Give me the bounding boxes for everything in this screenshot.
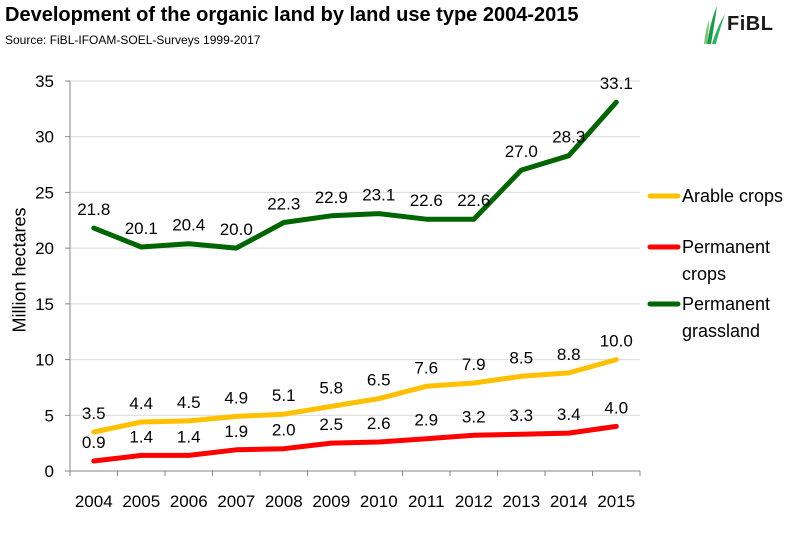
x-tick-label: 2014 [550,492,588,511]
data-label: 22.9 [315,188,348,207]
data-label: 5.8 [319,378,343,397]
series-line [91,99,619,251]
data-label: 23.1 [362,186,395,205]
series-line [91,357,619,435]
y-tick-label: 25 [35,183,54,202]
x-tick-label: 2008 [265,492,303,511]
data-label: 1.4 [129,427,153,446]
data-label: 21.8 [77,200,110,219]
x-tick-label: 2012 [455,492,493,511]
data-label: 2.6 [367,414,391,433]
y-tick-label: 0 [45,462,54,481]
data-label: 3.2 [462,407,486,426]
data-label: 1.4 [177,427,201,446]
legend-label: Permanent grassland [682,294,770,341]
axes: 0 5 10 15 20 25 30 35 2004 2005 2006 2007 2008 2009 20… [35,72,641,511]
data-label: 20.0 [220,220,253,239]
x-tick-label: 2004 [75,492,113,511]
x-tick-label: 2009 [312,492,350,511]
data-label: 33.1 [600,74,633,93]
data-label: 28.3 [552,128,585,147]
data-label: 4.0 [604,398,628,417]
data-label: 3.5 [82,404,106,423]
legend-label: Permanent crops [682,237,770,284]
data-labels: 3.5 4.4 4.5 4.9 5.1 5.8 6.5 7.6 7.9 8.5 8.8 10.0 0.9… [77,74,633,452]
x-tick-label: 2010 [360,492,398,511]
x-tick-label: 2006 [170,492,208,511]
x-tick-label: 2015 [597,492,635,511]
data-label: 22.6 [410,191,443,210]
gridlines [70,80,640,416]
y-tick-label: 30 [35,128,54,147]
data-label: 4.5 [177,393,201,412]
x-tick-label: 2005 [122,492,160,511]
legend: Arable crops Permanent crops Permanent grass… [647,186,783,341]
data-label: 8.8 [557,345,581,364]
series-line [91,423,619,464]
data-label: 27.0 [505,142,538,161]
data-label: 22.6 [457,191,490,210]
data-label: 0.9 [82,433,106,452]
data-label: 2.0 [272,421,296,440]
data-label: 4.9 [224,388,248,407]
data-label: 3.4 [557,405,581,424]
data-label: 10.0 [600,332,633,351]
data-label: 1.9 [224,422,248,441]
data-label: 20.1 [125,219,158,238]
leaf-icon [704,6,725,44]
data-label: 5.1 [272,386,296,405]
legend-label: Arable crops [682,186,783,206]
data-label: 3.3 [509,406,533,425]
logo-text: FiBL [727,13,774,35]
y-tick-label: 20 [35,239,54,258]
series-lines [91,99,619,464]
chart-source: Source: FiBL-IFOAM-SOEL-Surveys 1999-201… [5,33,261,47]
x-tick-label: 2013 [502,492,540,511]
y-tick-label: 15 [35,295,54,314]
fibl-logo: FiBL [703,4,793,46]
data-label: 7.6 [414,358,438,377]
chart-title: Development of the organic land by land … [5,4,579,26]
data-label: 20.4 [172,216,205,235]
data-label: 4.4 [129,394,153,413]
data-label: 2.9 [414,411,438,430]
data-label: 7.9 [462,355,486,374]
x-tick-label: 2007 [217,492,255,511]
data-label: 6.5 [367,371,391,390]
data-label: 22.3 [267,195,300,214]
data-label: 2.5 [319,415,343,434]
x-tick-label: 2011 [408,492,445,511]
y-tick-label: 5 [45,406,54,425]
y-tick-label: 35 [35,72,54,91]
data-label: 8.5 [509,348,533,367]
y-tick-label: 10 [35,351,54,370]
